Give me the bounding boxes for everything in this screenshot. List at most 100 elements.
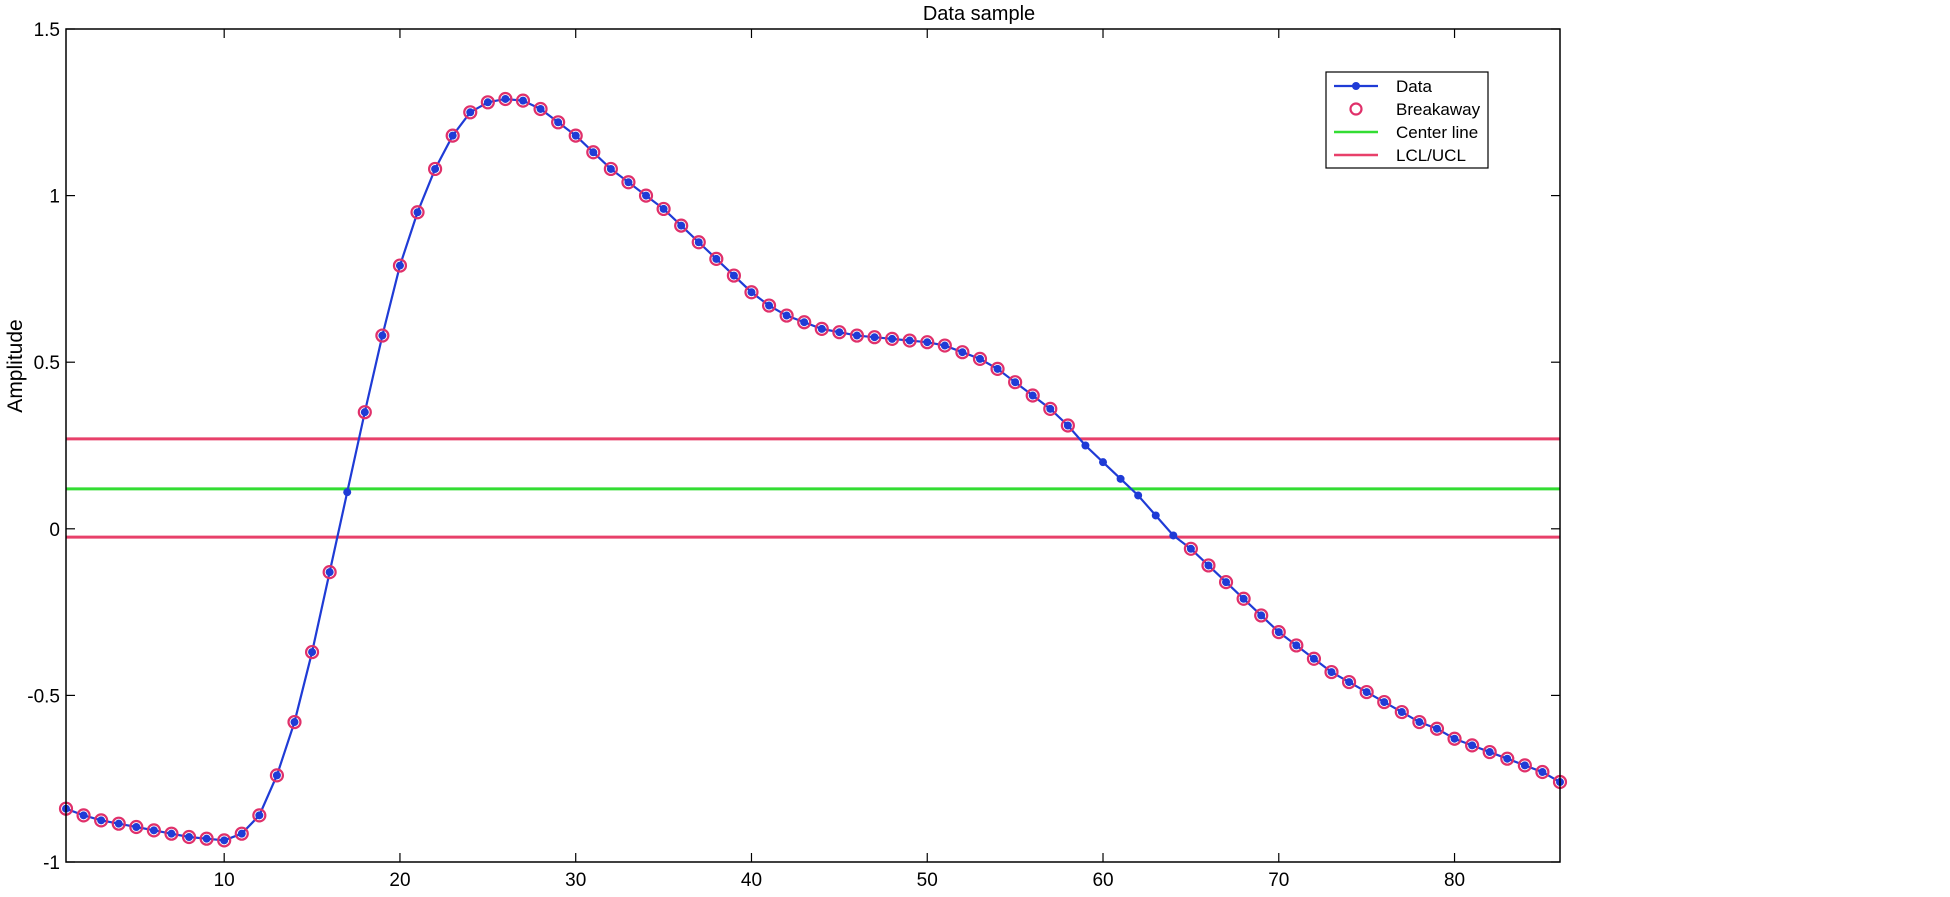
breakaway-marker (375, 328, 390, 343)
data-point (536, 104, 545, 113)
breakaway-marker (1465, 738, 1480, 753)
data-point (993, 364, 1002, 373)
data-point (1432, 724, 1441, 733)
data-point (817, 324, 826, 333)
data-point (1415, 718, 1424, 727)
data-point (1186, 544, 1195, 553)
data-point (97, 816, 106, 825)
data-point (220, 836, 229, 845)
breakaway-marker (199, 831, 214, 846)
data-point (905, 336, 914, 345)
breakaway-marker (322, 565, 337, 580)
breakaway-marker (902, 333, 917, 348)
breakaway-marker (990, 361, 1005, 376)
data-point (923, 338, 932, 347)
breakaway-marker (1517, 758, 1532, 773)
breakaway-marker (814, 321, 829, 336)
breakaway-marker (410, 205, 425, 220)
data-point (1046, 404, 1055, 413)
data-point (1257, 611, 1266, 620)
data-point (835, 328, 844, 337)
legend-entry-data: Data (1396, 77, 1432, 96)
data-point (624, 178, 633, 187)
data-point (167, 829, 176, 838)
axis-ticks: 10 20 30 40 50 60 70 80 -1 -0.5 0 0.5 1 1.5 (27, 20, 1560, 891)
y-tick-label: 1.5 (34, 20, 60, 41)
data-point (606, 164, 615, 173)
legend: Data Breakaway Center line LCL/UCL (1325, 71, 1489, 169)
data-point (132, 823, 141, 832)
data-point (1222, 578, 1231, 587)
breakaway-marker (357, 405, 372, 420)
data-point (1134, 491, 1143, 500)
data-point (1204, 561, 1213, 570)
breakaway-marker (1183, 541, 1198, 556)
breakaway-marker (164, 826, 179, 841)
data-point (1011, 378, 1020, 387)
data-point (940, 341, 949, 350)
data-point (413, 208, 422, 217)
data-point (852, 331, 861, 340)
breakaway-marker (849, 328, 865, 343)
data-point (483, 98, 492, 107)
data-point (694, 238, 703, 247)
chart-title: Data sample (923, 3, 1035, 25)
breakaway-marker (94, 813, 109, 828)
data-point (431, 164, 440, 173)
breakaway-marker (129, 819, 144, 835)
breakaway-marker (884, 331, 900, 346)
legend-swatch-marker (1352, 82, 1360, 90)
data-point (202, 834, 211, 843)
breakaway-marker (832, 325, 847, 340)
breakaway-marker (937, 338, 952, 353)
breakaway-marker (586, 145, 601, 160)
breakaway-marker (761, 298, 777, 313)
breakaway-marker (709, 251, 724, 267)
breakaway-marker (621, 175, 636, 190)
breakaway-marker (1324, 664, 1339, 680)
data-point (1063, 421, 1072, 430)
breakaway-marker (1535, 764, 1550, 780)
data-point (255, 811, 264, 820)
breakaway-marker (269, 768, 285, 783)
breakaway-marker (568, 128, 583, 143)
y-tick-label: -1 (43, 853, 60, 874)
breakaway-marker (797, 315, 812, 330)
legend-entry-lcl-ucl: LCL/UCL (1396, 146, 1466, 165)
breakaway-marker (515, 93, 531, 108)
breakaway-marker (551, 115, 566, 130)
data-point (149, 826, 158, 835)
breakaway-marker (111, 816, 126, 831)
data-point (888, 334, 897, 343)
breakaway-marker (146, 823, 161, 838)
data-point (1362, 688, 1371, 697)
breakaway-marker (252, 808, 267, 823)
data-point (1538, 768, 1547, 777)
breakaway-marker (445, 128, 460, 143)
breakaway-marker (428, 161, 443, 177)
data-point (589, 148, 598, 157)
plot-area-frame (65, 28, 1561, 863)
data-point (659, 204, 668, 213)
breakaway-marker (1060, 418, 1075, 433)
breakaway-marker (480, 95, 495, 110)
data-point (747, 288, 756, 297)
x-tick-label: 60 (1092, 870, 1113, 891)
data-point (870, 333, 879, 342)
data-point (1081, 441, 1090, 450)
breakaway-marker (1377, 694, 1392, 710)
breakaway-marker (1201, 558, 1216, 573)
data-point (800, 318, 809, 327)
breakaway-marker (287, 714, 302, 730)
x-tick-label: 70 (1268, 870, 1289, 891)
data-point (1274, 628, 1283, 637)
data-point (1028, 391, 1037, 400)
data-point (114, 819, 123, 828)
breakaway-marker (1341, 674, 1357, 690)
data-point (1397, 708, 1406, 717)
y-tick-label: -0.5 (27, 686, 60, 707)
x-tick-label: 10 (214, 870, 235, 891)
breakaway-marker (638, 188, 654, 203)
